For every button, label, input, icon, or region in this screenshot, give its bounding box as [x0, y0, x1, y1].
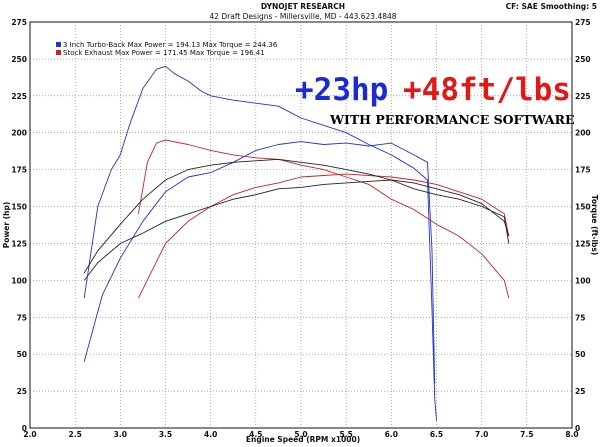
performance-tagline: WITH PERFORMANCE SOFTWARE — [329, 112, 575, 127]
grid-lines — [30, 22, 572, 428]
y-tick-label-right: 100 — [575, 276, 591, 285]
chart-title: DYNOJET RESEARCH — [261, 2, 345, 11]
y-tick-label-right: 50 — [575, 350, 585, 359]
y-tick-label-left: 75 — [17, 313, 27, 322]
y-tick-label-right: 200 — [575, 129, 591, 138]
x-axis-label: Engine Speed (RPM x1000) — [246, 435, 360, 444]
y-tick-label-right: 75 — [575, 313, 585, 322]
y-axis-label-left: Power (hp) — [2, 202, 11, 249]
legend-item-turbo: 3 Inch Turbo-Back Max Power = 194.13 Max… — [63, 41, 278, 49]
y-tick-label-right: 250 — [575, 55, 591, 64]
y-tick-label-left: 250 — [11, 55, 27, 64]
y-tick-label-right: 150 — [575, 203, 591, 212]
series-line-torque — [137, 139, 510, 299]
y-tick-label-left: 225 — [11, 92, 27, 101]
y-ticks-right: 0 25 50 75 100 125 150 175 200 225 250 275 — [575, 18, 591, 433]
y-tick-label-right: 275 — [575, 18, 591, 27]
x-tick-label: 4.5 — [249, 430, 262, 439]
chart-subtitle: 42 Draft Designs - Millersville, MD - 44… — [209, 12, 396, 21]
x-tick-label: 7.0 — [475, 430, 488, 439]
y-tick-label-left: 150 — [11, 203, 27, 212]
x-tick-label: 2.0 — [23, 430, 36, 439]
series-line-torque — [83, 65, 437, 421]
y-tick-label-right: 0 — [575, 424, 580, 433]
x-tick-label: 7.5 — [520, 430, 533, 439]
series-line-power — [83, 141, 436, 384]
settings-readout: CF: SAE Smoothing: 5 — [506, 2, 597, 11]
y-tick-label-left: 25 — [17, 387, 27, 396]
y-axis-label-right: Torque (ft-lbs) — [590, 195, 599, 256]
y-tick-label-left: 100 — [11, 276, 27, 285]
y-tick-label-left: 50 — [17, 350, 27, 359]
hp-gain-text: +23hp — [295, 72, 388, 108]
torque-gain-text: +48ft/lbs — [403, 72, 571, 108]
y-tick-label-right: 125 — [575, 239, 591, 248]
series-line-power — [137, 173, 510, 299]
legend-swatch-turbo — [56, 42, 61, 47]
legend-swatch-stock — [56, 50, 61, 55]
y-tick-label-left: 0 — [22, 424, 27, 433]
y-tick-label-left: 175 — [11, 166, 27, 175]
performance-banner: +23hp +48ft/lbs WITH PERFORMANCE SOFTWAR… — [295, 72, 575, 127]
x-tick-label: 8.0 — [565, 430, 578, 439]
x-tick-label: 5.5 — [340, 430, 353, 439]
x-tick-label: 2.5 — [69, 430, 82, 439]
plot-frame — [29, 21, 573, 429]
y-tick-label-right: 225 — [575, 92, 591, 101]
x-ticks: 2.0 2.5 3.0 3.5 4.0 4.5 5.0 5.5 6.0 6.5 7.0 7.5 8.0 — [23, 430, 578, 439]
series-line-power — [83, 158, 510, 274]
dyno-curves — [83, 65, 510, 421]
x-tick-label: 3.5 — [159, 430, 172, 439]
legend: 3 Inch Turbo-Back Max Power = 194.13 Max… — [56, 41, 278, 57]
x-tick-label: 4.0 — [204, 430, 217, 439]
y-tick-label-left: 200 — [11, 129, 27, 138]
x-tick-label: 6.0 — [385, 430, 398, 439]
y-tick-label-right: 175 — [575, 166, 591, 175]
y-tick-label-left: 275 — [11, 18, 27, 27]
x-tick-label: 3.0 — [114, 430, 127, 439]
x-tick-label: 5.0 — [294, 430, 307, 439]
series-line-torque — [83, 179, 510, 281]
legend-item-stock: Stock Exhaust Max Power = 171.45 Max Tor… — [63, 49, 265, 57]
y-tick-label-right: 25 — [575, 387, 585, 396]
x-tick-label: 6.5 — [430, 430, 443, 439]
y-tick-label-left: 125 — [11, 239, 27, 248]
y-ticks-left: 0 25 50 75 100 125 150 175 200 225 250 275 — [11, 18, 27, 433]
